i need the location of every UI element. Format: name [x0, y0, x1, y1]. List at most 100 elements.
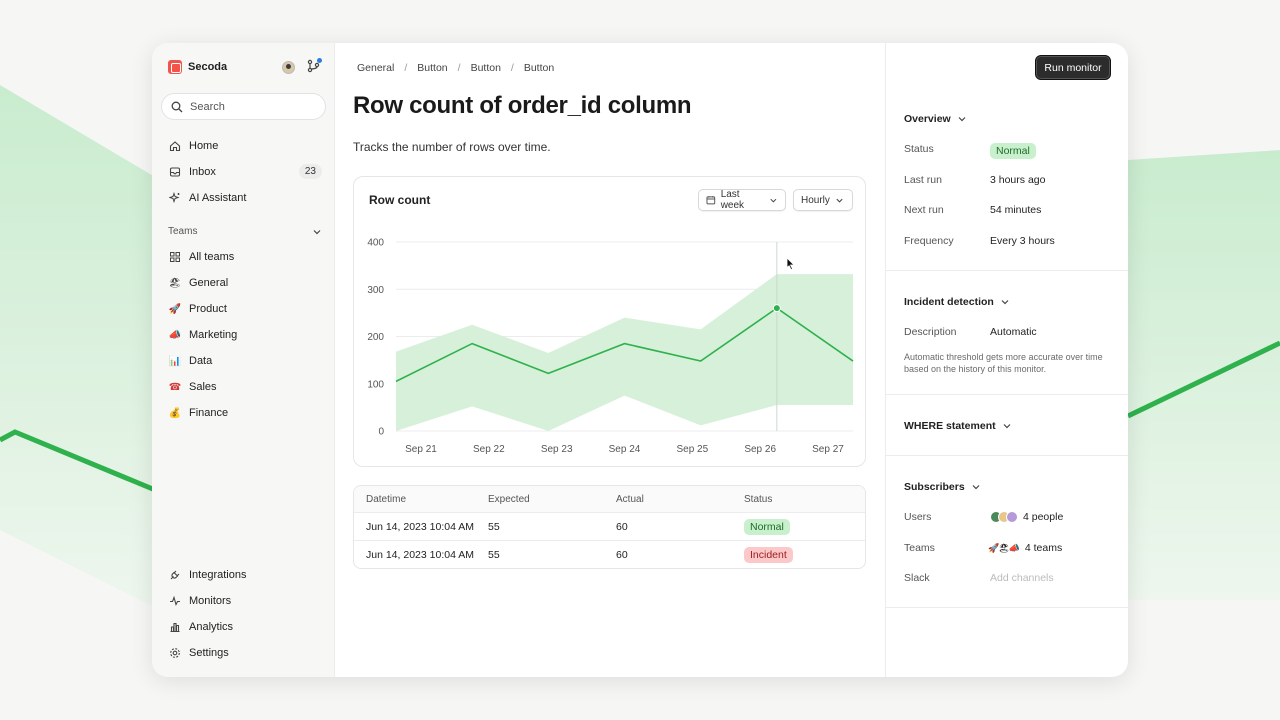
chevron-down-icon [770, 198, 777, 203]
sidebar-item-all-teams[interactable]: All teams [161, 246, 327, 268]
sidebar-item-label: Monitors [189, 595, 232, 607]
description-row: Description Automatic [904, 326, 1037, 338]
breadcrumb-item[interactable]: Button [417, 62, 448, 74]
cell-expected: 55 [488, 548, 500, 561]
date-range-select[interactable]: Last week [698, 189, 786, 211]
column-header-status[interactable]: Status [744, 493, 773, 505]
teams-row: Teams 🚀 🏖 📣 4 teams [904, 542, 1062, 554]
sidebar-item-integrations[interactable]: Integrations [161, 564, 327, 586]
inbox-icon [169, 166, 181, 178]
umbrella-emoji-icon: 🏖 [168, 277, 182, 289]
sidebar-item-home[interactable]: Home [161, 135, 327, 157]
chevron-down-icon [1003, 424, 1011, 429]
sidebar-item-label: Settings [189, 647, 229, 659]
sidebar-item-label: Data [189, 355, 213, 367]
column-header-actual[interactable]: Actual [616, 493, 644, 505]
workspace-switcher[interactable]: Secoda [168, 60, 227, 74]
rocket-emoji-icon: 🚀 [988, 542, 1000, 553]
sidebar-item-marketing[interactable]: 📣 Marketing [161, 324, 327, 346]
cell-expected: 55 [488, 520, 500, 533]
sparkle-icon [169, 192, 181, 204]
x-tick-label: Sep 26 [744, 444, 776, 455]
x-tick-label: Sep 27 [812, 444, 844, 455]
sidebar-item-label: Sales [189, 381, 217, 393]
sidebar-item-finance[interactable]: 💰 Finance [161, 402, 327, 424]
frequency-label: Frequency [904, 235, 954, 247]
megaphone-emoji-icon: 📣 [1008, 542, 1020, 553]
description-value[interactable]: Automatic [990, 326, 1037, 338]
breadcrumb-separator: / [457, 62, 461, 74]
title-metric: Row count [353, 92, 473, 119]
sidebar-item-label: Integrations [189, 569, 247, 581]
telephone-emoji-icon: ☎ [168, 381, 182, 393]
sidebar-item-general[interactable]: 🏖 General [161, 272, 327, 294]
sidebar: Secoda Search Home Inbox 23 AI Assistant… [152, 43, 335, 677]
title-suffix: column [601, 92, 692, 119]
section-divider [886, 270, 1128, 271]
breadcrumb-item[interactable]: Button [523, 62, 555, 74]
interval-select[interactable]: Hourly [793, 189, 853, 211]
sidebar-item-settings[interactable]: Settings [161, 642, 327, 664]
breadcrumb-separator: / [404, 62, 408, 74]
breadcrumb-separator: / [510, 62, 514, 74]
column-header-datetime[interactable]: Datetime [366, 493, 407, 505]
user-avatar[interactable] [282, 61, 295, 74]
chart-emoji-icon: 📊 [168, 355, 182, 367]
chevron-down-icon [972, 485, 980, 490]
breadcrumb-item[interactable]: General [357, 62, 395, 74]
sidebar-item-analytics[interactable]: Analytics [161, 616, 327, 638]
team-icons-stack[interactable]: 🚀 🏖 📣 [988, 542, 1020, 554]
mouse-cursor-icon [786, 257, 795, 271]
users-row: Users 4 people [904, 511, 1063, 523]
search-input[interactable]: Search [161, 93, 326, 120]
next-run-value: 54 minutes [990, 204, 1042, 216]
sidebar-item-inbox[interactable]: Inbox 23 [161, 161, 327, 183]
y-tick-label: 100 [367, 379, 384, 390]
sidebar-item-data[interactable]: 📊 Data [161, 350, 327, 372]
cell-actual: 60 [616, 520, 628, 533]
sidebar-item-label: Home [189, 140, 219, 152]
calendar-icon [706, 196, 716, 205]
table-row[interactable]: Jun 14, 2023 10:04 AM 55 60 Normal [354, 512, 865, 540]
breadcrumb: General / Button / Button / Button [357, 62, 554, 74]
overview-section-header[interactable]: Overview [904, 113, 967, 125]
slack-channels-input[interactable]: Add channels [990, 572, 1054, 584]
subscribers-section-header[interactable]: Subscribers [904, 481, 981, 493]
section-divider [886, 455, 1128, 456]
breadcrumb-item[interactable]: Button [470, 62, 501, 74]
home-icon [169, 140, 181, 152]
status-label: Status [904, 143, 934, 155]
user-avatars-stack[interactable] [990, 511, 1018, 523]
workspace-name: Secoda [188, 61, 228, 73]
y-tick-label: 200 [367, 332, 384, 343]
y-tick-label: 300 [367, 285, 384, 296]
cell-actual: 60 [616, 548, 628, 561]
date-range-value: Last week [720, 189, 745, 211]
teams-section-header[interactable]: Teams [168, 226, 322, 237]
x-tick-label: Sep 23 [541, 444, 573, 455]
megaphone-emoji-icon: 📣 [168, 329, 182, 341]
where-statement-section-header[interactable]: WHERE statement [904, 420, 1012, 432]
gear-icon [169, 647, 181, 659]
incident-detection-section-header[interactable]: Incident detection [904, 296, 1010, 308]
page-title: Row count of order_id column [353, 92, 692, 120]
where-statement-title: WHERE statement [904, 420, 996, 432]
column-header-expected[interactable]: Expected [488, 493, 530, 505]
frequency-value[interactable]: Every 3 hours [990, 235, 1055, 247]
branch-icon[interactable] [307, 58, 322, 73]
y-tick-label: 0 [378, 427, 384, 438]
sidebar-item-product[interactable]: 🚀 Product [161, 298, 327, 320]
subscribers-title: Subscribers [904, 481, 965, 493]
x-tick-label: Sep 21 [405, 444, 437, 455]
sidebar-item-sales[interactable]: ☎ Sales [161, 376, 327, 398]
last-run-value: 3 hours ago [990, 174, 1046, 186]
sidebar-item-monitors[interactable]: Monitors [161, 590, 327, 612]
run-monitor-button[interactable]: Run monitor [1035, 55, 1111, 80]
last-run-label: Last run [904, 174, 942, 186]
frequency-row: Frequency Every 3 hours [904, 235, 1055, 247]
y-tick-label: 400 [367, 238, 384, 249]
sidebar-item-ai-assistant[interactable]: AI Assistant [161, 187, 327, 209]
status-badge: Normal [990, 143, 1036, 159]
row-count-chart[interactable]: 0 100 200 300 400 Sep 21 Sep 22 Sep 23 Sep 24 Sep… [354, 227, 865, 462]
table-row[interactable]: Jun 14, 2023 10:04 AM 55 60 Incident [354, 540, 865, 568]
